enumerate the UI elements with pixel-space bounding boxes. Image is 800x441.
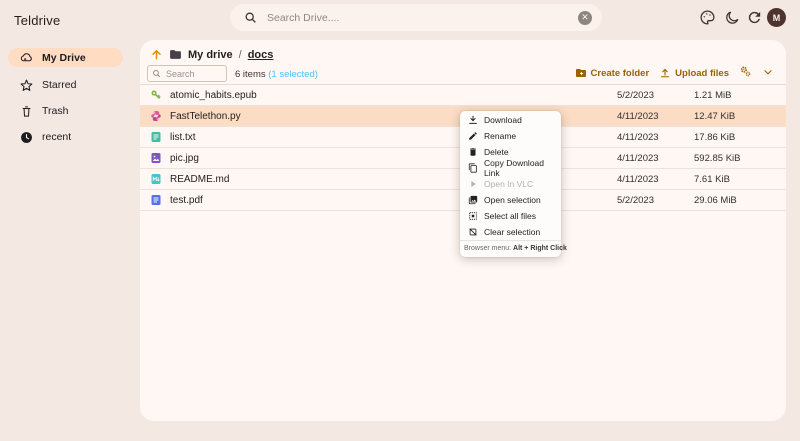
file-name: FastTelethon.py xyxy=(170,110,241,122)
cloud-add-icon xyxy=(20,53,32,62)
menu-item-delete[interactable]: Delete xyxy=(460,144,561,160)
file-name: pic.jpg xyxy=(170,152,199,164)
file-date: 4/11/2023 xyxy=(617,110,659,122)
palette-icon[interactable] xyxy=(699,9,716,26)
breadcrumb: My drive / docs xyxy=(150,48,273,61)
toolbar-divider xyxy=(140,84,786,85)
clear-selection-icon xyxy=(469,228,477,236)
upload-files-label: Upload files xyxy=(675,67,729,79)
refresh-icon[interactable] xyxy=(746,9,763,26)
avatar[interactable]: M xyxy=(767,8,786,27)
pdf-file-icon xyxy=(151,195,161,205)
copy-link-icon xyxy=(468,163,477,173)
sidebar-item-label: recent xyxy=(42,131,72,143)
context-menu-footer: Browser menu: Alt + Right Click xyxy=(460,240,567,257)
search-icon xyxy=(153,70,161,78)
create-folder-icon xyxy=(575,69,586,77)
menu-item-open-selection[interactable]: Open selection xyxy=(460,192,561,208)
python-icon xyxy=(151,111,161,121)
menu-item-clear-selection[interactable]: Clear selection xyxy=(460,224,561,240)
file-date: 4/11/2023 xyxy=(617,173,659,185)
file-size: 7.61 KiB xyxy=(694,173,730,185)
file-name: test.pdf xyxy=(170,194,203,206)
file-date: 5/2/2023 xyxy=(617,89,654,101)
trash-icon xyxy=(22,105,31,117)
file-date: 5/2/2023 xyxy=(617,194,654,206)
epub-key-icon xyxy=(151,90,161,99)
download-icon xyxy=(469,115,477,124)
drive-search-bar[interactable]: ✕ xyxy=(230,4,602,31)
file-size: 17.86 KiB xyxy=(694,131,736,143)
sidebar-item-label: My Drive xyxy=(42,51,86,64)
menu-item-rename[interactable]: Rename xyxy=(460,128,561,144)
navigate-up-icon[interactable] xyxy=(150,48,163,61)
clear-search-icon[interactable]: ✕ xyxy=(578,10,592,25)
sidebar-item-my-drive[interactable]: My Drive xyxy=(8,48,123,67)
menu-item-copy-download-link[interactable]: Copy Download Link xyxy=(460,158,561,178)
file-name: README.md xyxy=(170,173,230,185)
open-selection-icon xyxy=(468,195,478,205)
chevron-down-icon[interactable] xyxy=(762,66,774,81)
rename-icon xyxy=(469,132,477,140)
breadcrumb-separator: / xyxy=(238,48,242,61)
sidebar-item-label: Trash xyxy=(42,105,69,117)
items-count: 6 items (1 selected) xyxy=(235,69,318,80)
menu-item-select-all-files[interactable]: Select all files xyxy=(460,208,561,224)
sidebar-item-recent[interactable]: recent xyxy=(8,127,123,147)
file-date: 4/11/2023 xyxy=(617,152,659,164)
star-icon xyxy=(20,79,33,91)
clock-icon xyxy=(21,131,32,143)
menu-item-download[interactable]: Download xyxy=(460,112,561,128)
view-settings-icon[interactable] xyxy=(739,65,752,81)
selected-count: (1 selected) xyxy=(268,69,318,80)
sidebar-item-label: Starred xyxy=(42,79,77,91)
search-icon xyxy=(245,12,256,23)
text-file-icon xyxy=(151,132,161,142)
select-all-icon xyxy=(469,212,477,220)
context-menu: Download Rename Delete Copy Download Lin… xyxy=(460,111,567,257)
delete-icon xyxy=(470,148,476,156)
file-size: 12.47 KiB xyxy=(694,110,736,122)
dark-mode-icon[interactable] xyxy=(724,9,741,26)
folder-icon xyxy=(169,48,182,61)
file-list-search-input[interactable] xyxy=(164,67,222,80)
sidebar-item-starred[interactable]: Starred xyxy=(8,75,123,95)
sidebar-item-trash[interactable]: Trash xyxy=(8,101,123,121)
file-row[interactable]: atomic_habits.epub 5/2/2023 1.21 MiB xyxy=(140,85,786,106)
drive-search-input[interactable] xyxy=(265,10,578,25)
file-date: 4/11/2023 xyxy=(617,131,659,143)
file-name: atomic_habits.epub xyxy=(170,89,257,101)
play-icon xyxy=(471,181,476,187)
file-list-search[interactable] xyxy=(147,65,227,82)
file-name: list.txt xyxy=(170,131,196,143)
file-size: 592.85 KiB xyxy=(694,152,741,164)
breadcrumb-segment-root[interactable]: My drive xyxy=(188,48,233,61)
upload-files-button[interactable]: Upload files xyxy=(659,67,729,79)
markdown-file-icon xyxy=(151,174,161,184)
create-folder-button[interactable]: Create folder xyxy=(575,67,650,79)
breadcrumb-segment-current[interactable]: docs xyxy=(247,48,274,61)
upload-icon xyxy=(661,68,670,78)
file-size: 29.06 MiB xyxy=(694,194,737,206)
menu-item-open-in-vlc: Open In VLC xyxy=(460,176,561,192)
app-title: Teldrive xyxy=(14,13,61,28)
create-folder-label: Create folder xyxy=(590,67,650,79)
image-file-icon xyxy=(151,153,161,163)
file-size: 1.21 MiB xyxy=(694,89,732,101)
